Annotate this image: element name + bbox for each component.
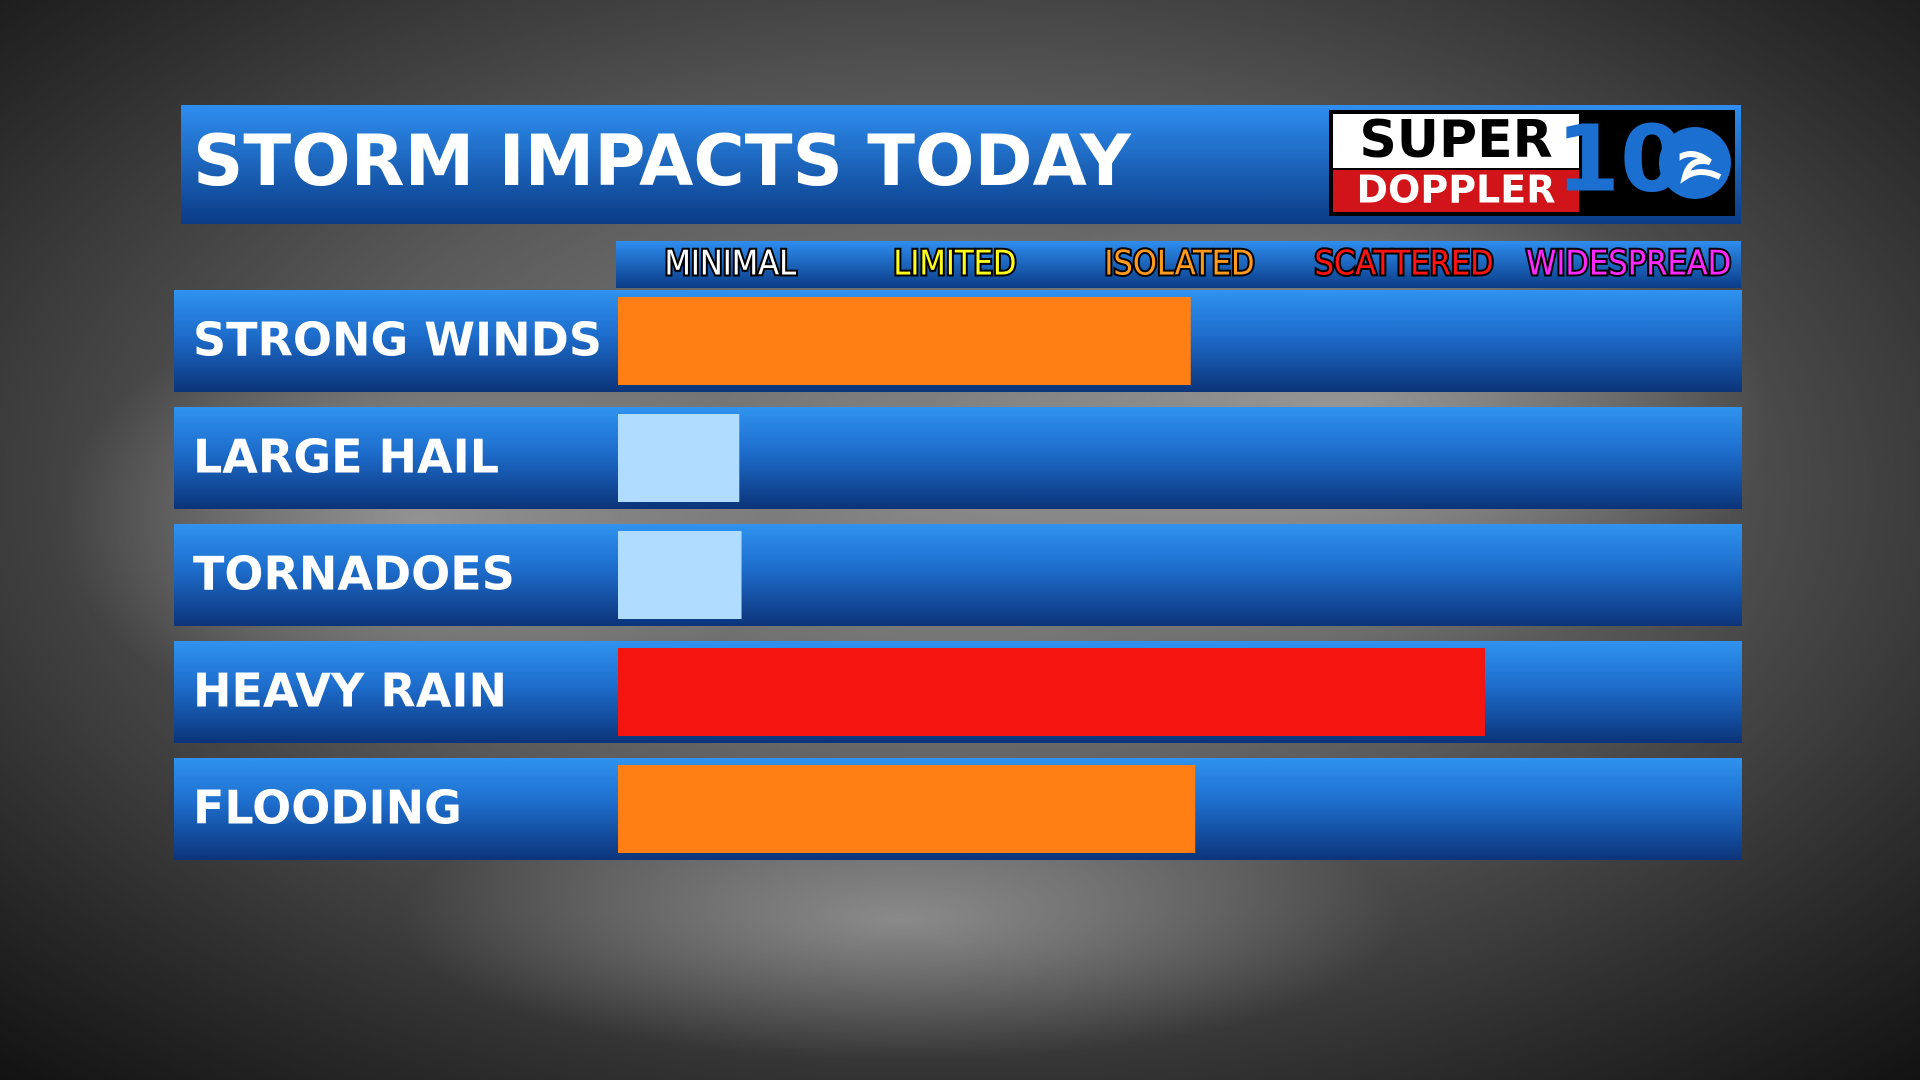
logo-top: SUPER — [1359, 110, 1552, 170]
scale-bar — [616, 241, 1741, 288]
row-background — [174, 407, 1742, 509]
bar — [618, 765, 1196, 853]
logo-top-box — [1333, 114, 1579, 168]
logo-bottom: DOPPLER — [1357, 168, 1556, 212]
x-tick-label: SCATTERED — [1314, 244, 1493, 284]
x-tick-label: LIMITED — [893, 244, 1016, 284]
plot: MINIMAL LIMITED ISOLATED SCATTERED WIDESPREA… — [174, 242, 1742, 860]
category-label: TORNADOES — [193, 547, 515, 601]
x-tick-label: ISOLATED — [1104, 244, 1254, 284]
row-background — [174, 524, 1742, 626]
bar — [618, 531, 742, 619]
bar — [618, 648, 1485, 736]
bar — [618, 297, 1191, 385]
logo-wave — [1662, 151, 1722, 184]
category-label: STRONG WINDS — [193, 313, 602, 367]
category-label: FLOODING — [193, 781, 462, 835]
logo-number: 10 — [1556, 105, 1684, 212]
logo: SUPER DOPPLER 10 — [1329, 105, 1735, 216]
category-label: HEAVY RAIN — [193, 664, 507, 718]
chart-title: STORM IMPACTS TODAY — [193, 120, 1132, 202]
x-tick-label: WIDESPREAD — [1526, 244, 1731, 284]
bar — [618, 414, 740, 502]
logo-bottom-box — [1333, 170, 1579, 212]
category-label: LARGE HAIL — [193, 430, 499, 484]
x-tick-label: MINIMAL — [664, 244, 796, 284]
